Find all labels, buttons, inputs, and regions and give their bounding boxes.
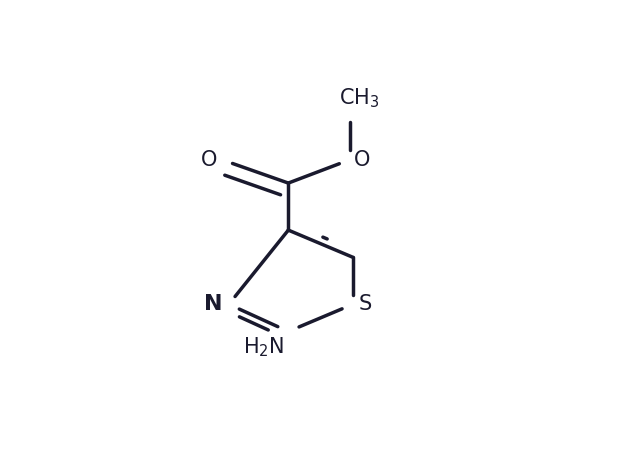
Text: N: N — [204, 294, 223, 314]
Text: CH$_3$: CH$_3$ — [339, 86, 380, 110]
Text: H$_2$N: H$_2$N — [243, 336, 284, 360]
Text: O: O — [201, 149, 218, 170]
Text: O: O — [355, 149, 371, 170]
Text: S: S — [359, 294, 372, 314]
